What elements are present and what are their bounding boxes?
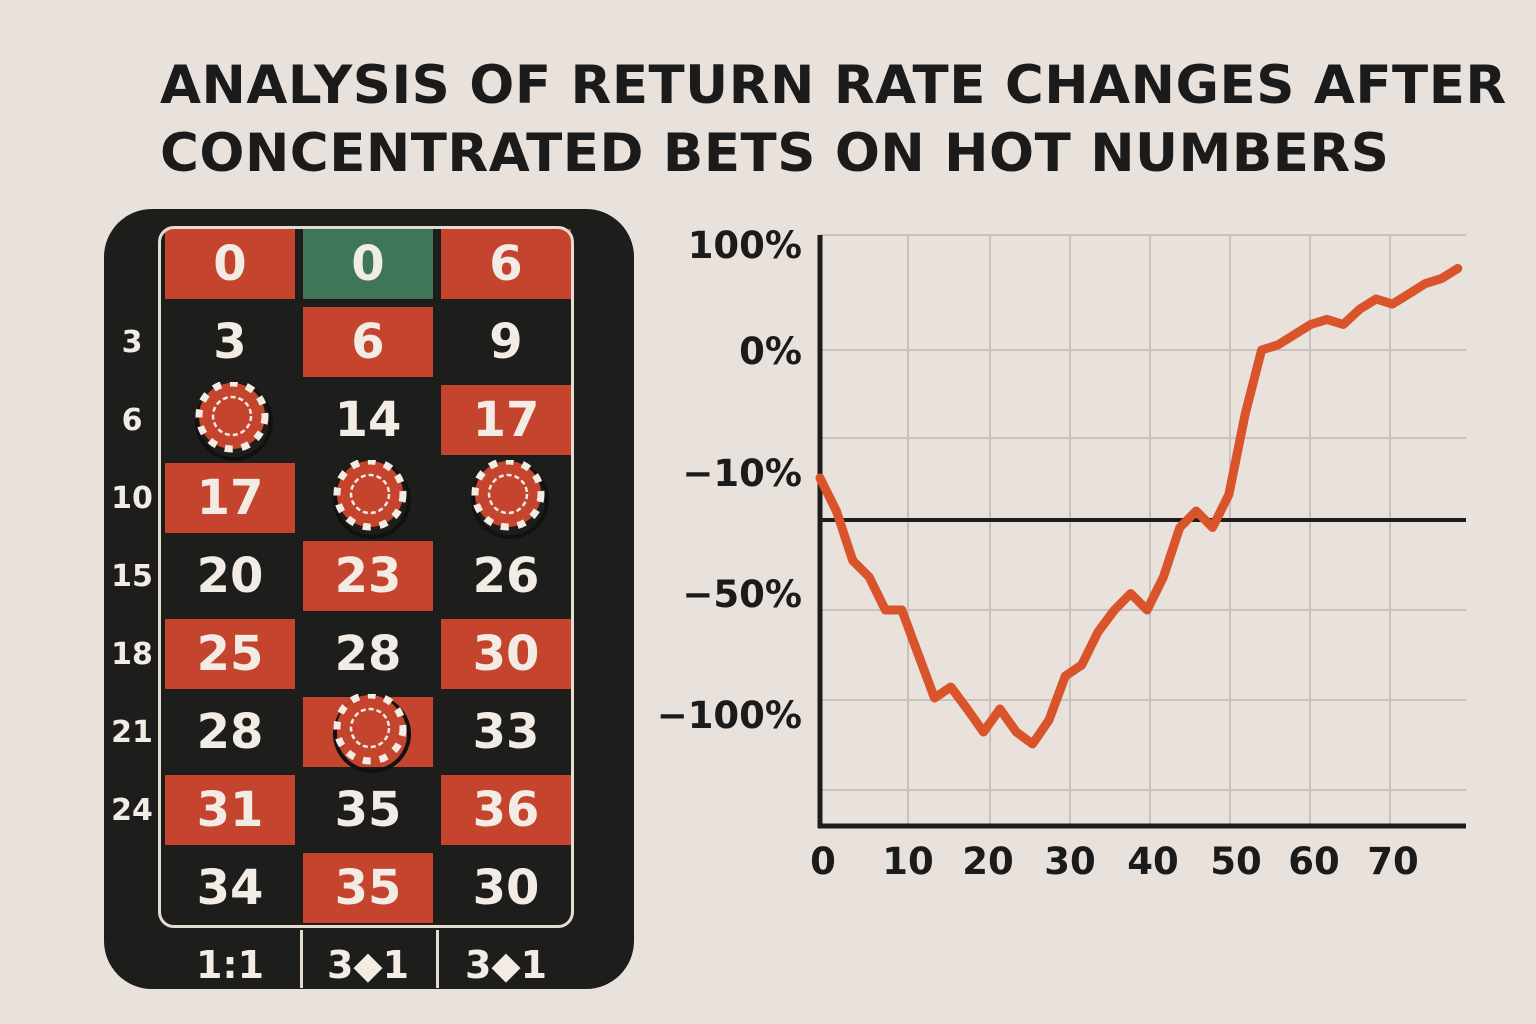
footer-separator	[300, 930, 303, 988]
x-tick-label: 10	[882, 840, 934, 883]
payout-label: 3◆1	[464, 943, 548, 987]
roulette-cell[interactable]: 0	[165, 229, 295, 299]
payout-label: 3◆1	[326, 943, 410, 987]
roulette-cell[interactable]: 17	[441, 385, 571, 455]
title-line-1: ANALYSIS OF RETURN RATE CHANGES AFTER	[160, 55, 1507, 116]
x-tick-label: 70	[1367, 840, 1419, 883]
betting-chip-icon	[195, 382, 273, 461]
betting-chip-icon	[333, 694, 411, 773]
roulette-cell[interactable]: 30	[441, 619, 571, 689]
betting-chip-icon	[333, 460, 411, 539]
y-tick-label: 100%	[687, 224, 802, 267]
roulette-cell[interactable]: 17	[165, 463, 295, 533]
row-label: 15	[111, 558, 153, 594]
roulette-cell[interactable]: 9	[441, 307, 571, 377]
roulette-cell[interactable]: 14	[303, 385, 433, 455]
return-rate-chart	[815, 234, 1466, 829]
x-tick-label: 50	[1210, 840, 1262, 883]
x-tick-label: 20	[962, 840, 1014, 883]
roulette-cell[interactable]: 33	[441, 697, 571, 767]
row-label: 3	[121, 324, 143, 360]
y-tick-label: −50%	[682, 573, 802, 616]
roulette-cell[interactable]: 20	[165, 541, 295, 611]
roulette-cell[interactable]: 34	[165, 853, 295, 923]
y-tick-label: −100%	[656, 694, 802, 737]
roulette-cell[interactable]: 28	[165, 697, 295, 767]
roulette-cell[interactable]: 35	[303, 853, 433, 923]
roulette-cell[interactable]: 6	[303, 307, 433, 377]
chart-gridlines	[820, 234, 1466, 825]
row-label: 6	[121, 402, 143, 438]
row-label: 24	[111, 792, 153, 828]
roulette-cell[interactable]: 3	[165, 307, 295, 377]
y-tick-label: 0%	[739, 330, 802, 373]
roulette-cell[interactable]: 26	[441, 541, 571, 611]
footer-separator	[436, 930, 439, 988]
x-tick-label: 60	[1288, 840, 1340, 883]
chart-title: ANALYSIS OF RETURN RATE CHANGES AFTER CO…	[160, 52, 1507, 188]
grid-frame	[158, 226, 574, 928]
row-label: 10	[111, 480, 153, 516]
title-line-2: CONCENTRATED BETS ON HOT NUMBERS	[160, 123, 1390, 184]
payout-label: 1:1	[195, 943, 265, 987]
series-line	[815, 263, 1463, 749]
x-tick-label: 0	[810, 840, 836, 883]
y-tick-label: −10%	[682, 452, 802, 495]
row-label: 18	[111, 636, 153, 672]
roulette-cell[interactable]: 0	[303, 229, 433, 299]
roulette-cell[interactable]: 25	[165, 619, 295, 689]
betting-chip-icon	[471, 460, 549, 539]
roulette-cell[interactable]: 23	[303, 541, 433, 611]
x-tick-label: 30	[1044, 840, 1096, 883]
roulette-cell[interactable]: 30	[441, 853, 571, 923]
x-tick-label: 40	[1127, 840, 1179, 883]
roulette-cell[interactable]: 31	[165, 775, 295, 845]
row-label: 21	[111, 714, 153, 750]
roulette-cell[interactable]: 6	[441, 229, 571, 299]
roulette-cell[interactable]: 28	[303, 619, 433, 689]
roulette-cell[interactable]: 36	[441, 775, 571, 845]
roulette-cell[interactable]: 35	[303, 775, 433, 845]
